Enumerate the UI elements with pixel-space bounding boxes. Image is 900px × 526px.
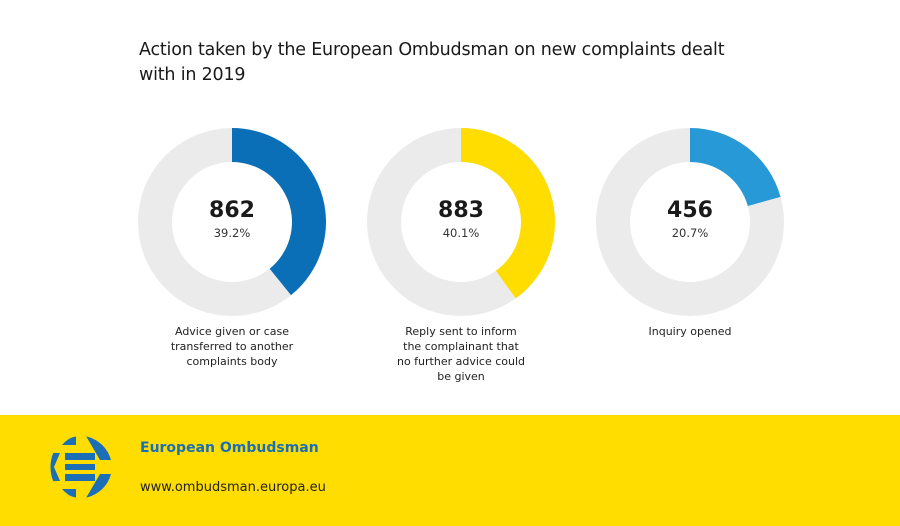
donut-chart-reply: 883 40.1% Reply sent to inform the compl…: [367, 128, 567, 383]
donut-segment-inquiry: [690, 128, 781, 206]
donut-label-line: Reply sent to inform: [405, 325, 517, 338]
donut-percent: 40.1%: [442, 226, 480, 240]
donut-value: 862: [209, 198, 255, 223]
donut-label: Advice given or case transferred to anot…: [122, 324, 342, 369]
chart-title-line-2: with in 2019: [139, 65, 246, 85]
donut-label-line: complaints body: [186, 355, 278, 368]
donut-segment-reply: [461, 128, 555, 299]
donut-percent: 20.7%: [671, 226, 709, 240]
donut-segment-advice: [232, 128, 326, 296]
donut-svg: [596, 128, 784, 316]
donut-percent: 39.2%: [213, 226, 251, 240]
donut-svg: [138, 128, 326, 316]
donut-label-line: Advice given or case: [174, 325, 289, 338]
donut-label-line: the complainant that: [403, 340, 519, 353]
chart-title: Action taken by the European Ombudsman o…: [139, 38, 779, 88]
donut-label: Reply sent to inform the complainant tha…: [351, 324, 571, 384]
donut-label-line: be given: [437, 370, 485, 383]
donut-chart-advice: 862 39.2% Advice given or case transferr…: [138, 128, 338, 368]
european-ombudsman-logo-icon: [50, 436, 111, 498]
footer-band: [0, 415, 900, 526]
donut-chart-inquiry: 456 20.7% Inquiry opened: [596, 128, 796, 338]
footer-brand: European Ombudsman: [140, 440, 319, 456]
donut-svg: [367, 128, 555, 316]
footer-url[interactable]: www.ombudsman.europa.eu: [140, 480, 326, 495]
chart-title-line-1: Action taken by the European Ombudsman o…: [139, 40, 725, 60]
donut-label: Inquiry opened: [580, 324, 800, 339]
donut-label-line: no further advice could: [396, 355, 526, 368]
donut-value: 883: [438, 198, 484, 223]
donut-label-line: Inquiry opened: [648, 325, 732, 338]
donut-label-line: transferred to another: [170, 340, 294, 353]
donut-value: 456: [667, 198, 713, 223]
